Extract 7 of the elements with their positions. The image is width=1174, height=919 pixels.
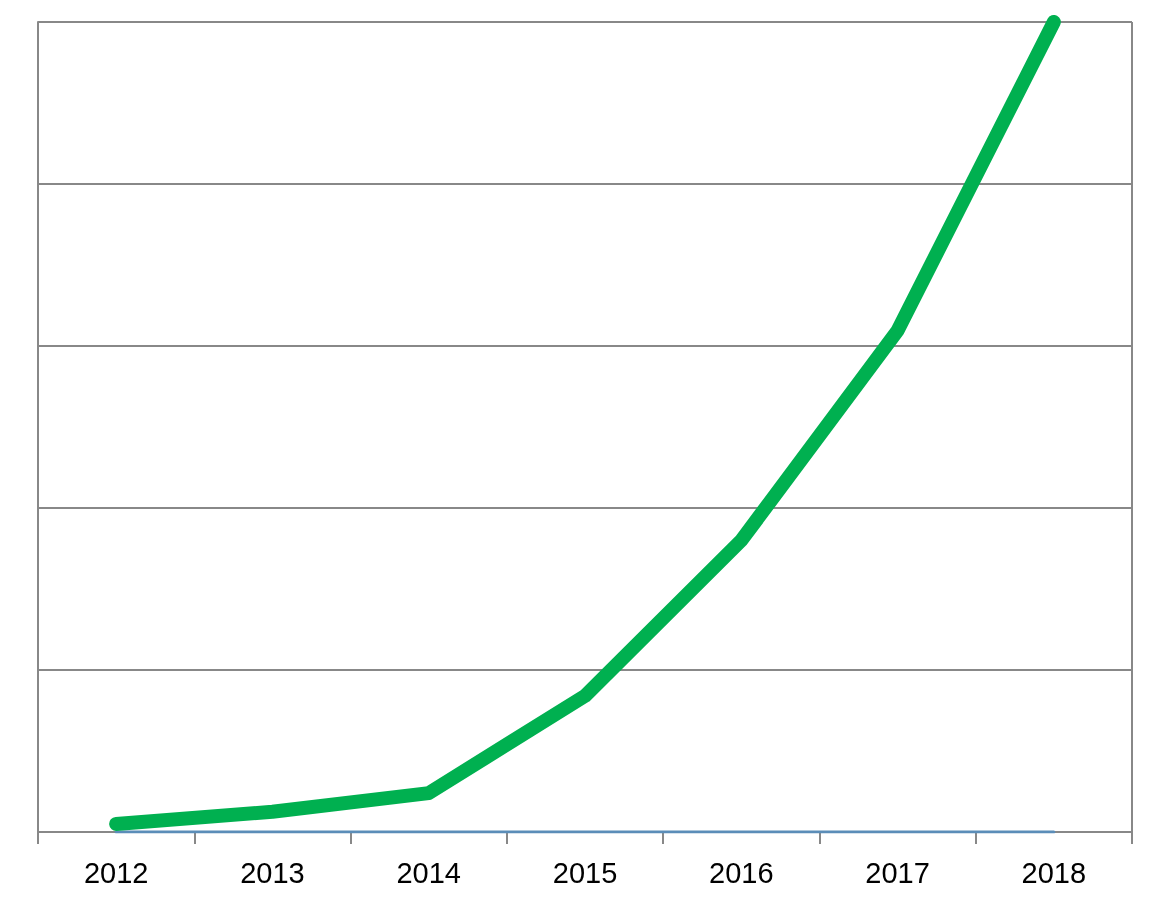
x-tick-label: 2016 [709,856,774,889]
x-tick-label: 2015 [552,856,618,889]
x-tick-label: 2017 [865,856,930,889]
x-tick-label: 2014 [396,856,461,889]
x-tick-label: 2012 [83,856,149,889]
x-tick-label: 2018 [1021,856,1087,889]
x-tick-label: 2013 [240,856,305,889]
